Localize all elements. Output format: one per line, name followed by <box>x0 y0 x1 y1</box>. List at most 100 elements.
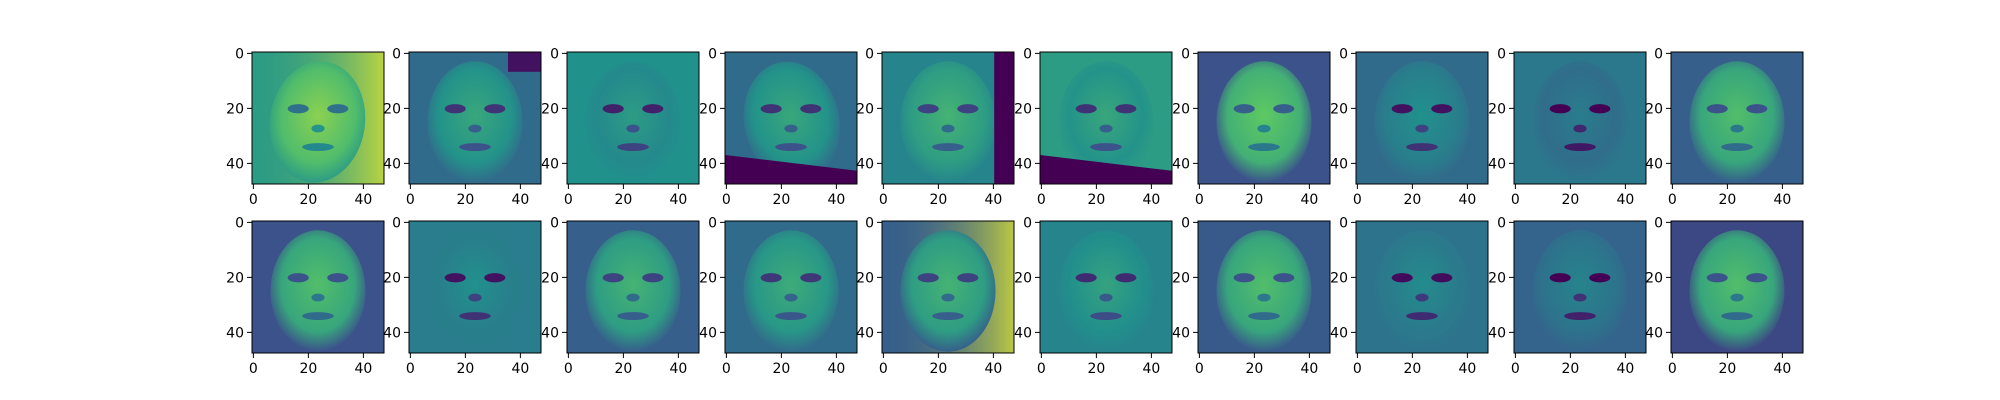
axes-frame <box>1197 51 1331 185</box>
nose-shadow <box>784 293 798 302</box>
y-tick-label: 20 <box>541 101 559 117</box>
y-tick-label: 20 <box>1330 270 1348 286</box>
face-image <box>725 52 857 184</box>
y-tick-label: 20 <box>226 270 244 286</box>
mouth-shadow <box>459 312 491 321</box>
y-tick-label: 20 <box>383 270 401 286</box>
x-tick-label: 40 <box>669 192 687 208</box>
x-tick-label: 0 <box>564 192 573 208</box>
eye-shadow <box>1746 104 1768 114</box>
y-tick-label: 40 <box>1645 325 1663 341</box>
nose-shadow <box>784 124 798 133</box>
axes-frame <box>1513 51 1647 185</box>
eye-shadow <box>602 104 624 114</box>
y-tick-label: 0 <box>1654 215 1663 231</box>
axes-frame <box>1355 220 1489 354</box>
nose-shadow <box>1415 124 1429 133</box>
mouth-shadow <box>775 312 807 321</box>
y-tick-label: 0 <box>392 215 401 231</box>
x-tick-label: 20 <box>1403 361 1421 377</box>
x-tick-label: 40 <box>1142 192 1160 208</box>
y-tick-label: 20 <box>856 101 874 117</box>
y-tick-label: 40 <box>1488 156 1506 172</box>
x-tick-label: 0 <box>1511 361 1520 377</box>
face-region <box>900 230 996 352</box>
mouth-shadow <box>302 143 334 151</box>
x-tick-label: 40 <box>1142 361 1160 377</box>
x-tick-label: 40 <box>1300 361 1318 377</box>
face-region <box>269 61 366 183</box>
x-tick-label: 40 <box>1300 192 1318 208</box>
y-tick-label: 20 <box>1172 270 1190 286</box>
eye-shadow <box>1273 104 1295 114</box>
nose-shadow <box>311 293 325 302</box>
eye-shadow <box>287 104 309 114</box>
nose-shadow <box>941 124 955 133</box>
face-image <box>1198 52 1330 184</box>
eye-shadow <box>287 273 309 283</box>
nose-shadow <box>1257 124 1271 133</box>
face-region <box>1532 230 1628 352</box>
eye-shadow <box>957 104 979 114</box>
nose-shadow <box>1099 124 1113 133</box>
face-image <box>409 221 541 353</box>
eye-shadow <box>444 273 466 283</box>
axes-frame <box>251 51 385 185</box>
face-region <box>900 61 996 183</box>
eye-shadow <box>1115 273 1137 283</box>
eye-shadow <box>444 104 466 114</box>
face-region <box>1216 61 1312 183</box>
x-tick-label: 0 <box>1668 192 1677 208</box>
axes-frame <box>408 220 542 354</box>
y-tick-label: 20 <box>226 101 244 117</box>
y-tick-label: 0 <box>235 46 244 62</box>
axes-frame <box>881 51 1015 185</box>
reconstruction-panel-10: 0 20 40 0 20 40 <box>1645 215 1804 377</box>
y-tick-label: 40 <box>1645 156 1663 172</box>
mouth-shadow <box>1721 143 1753 151</box>
original-panel-2: 0 20 40 0 20 40 <box>383 46 542 208</box>
face-region <box>270 230 366 352</box>
x-tick-label: 0 <box>249 361 258 377</box>
eye-shadow <box>1706 104 1728 114</box>
original-panel-7: 0 20 40 0 20 40 <box>1172 46 1331 208</box>
x-tick-label: 40 <box>354 192 372 208</box>
eye-shadow <box>1233 273 1255 283</box>
mouth-shadow <box>1406 312 1438 321</box>
x-tick-label: 40 <box>1616 192 1634 208</box>
y-tick-label: 0 <box>1497 215 1506 231</box>
face-region <box>1058 61 1154 183</box>
x-tick-label: 20 <box>1561 192 1579 208</box>
x-tick-label: 0 <box>1353 192 1362 208</box>
y-tick-label: 0 <box>708 215 717 231</box>
mouth-shadow <box>1248 143 1280 151</box>
mouth-shadow <box>932 312 964 321</box>
reconstruction-panel-8: 0 20 40 0 20 40 <box>1330 215 1489 377</box>
eye-shadow <box>917 104 939 114</box>
eye-shadow <box>327 104 349 114</box>
original-panel-4: 0 20 40 0 20 40 <box>699 46 858 208</box>
x-tick-label: 20 <box>929 192 947 208</box>
eye-shadow <box>1075 273 1097 283</box>
y-tick-label: 0 <box>1339 215 1348 231</box>
face-image <box>1514 52 1646 184</box>
reconstruction-panel-6: 0 20 40 0 20 40 <box>1014 215 1173 377</box>
y-tick-label: 0 <box>550 215 559 231</box>
axes-frame <box>408 51 542 185</box>
mouth-shadow <box>1090 143 1122 151</box>
y-tick-label: 40 <box>1014 325 1032 341</box>
x-tick-label: 20 <box>1561 361 1579 377</box>
face-image <box>725 221 857 353</box>
nose-shadow <box>311 124 325 133</box>
original-panel-8: 0 20 40 0 20 40 <box>1330 46 1489 208</box>
y-tick-label: 20 <box>541 270 559 286</box>
y-tick-label: 20 <box>1645 101 1663 117</box>
x-tick-label: 0 <box>1037 361 1046 377</box>
y-tick-label: 0 <box>550 46 559 62</box>
axes-frame <box>251 220 385 354</box>
y-tick-label: 0 <box>1339 46 1348 62</box>
x-tick-label: 40 <box>1458 361 1476 377</box>
y-tick-label: 40 <box>1330 156 1348 172</box>
y-tick-label: 40 <box>383 156 401 172</box>
dark-region <box>994 52 1014 184</box>
